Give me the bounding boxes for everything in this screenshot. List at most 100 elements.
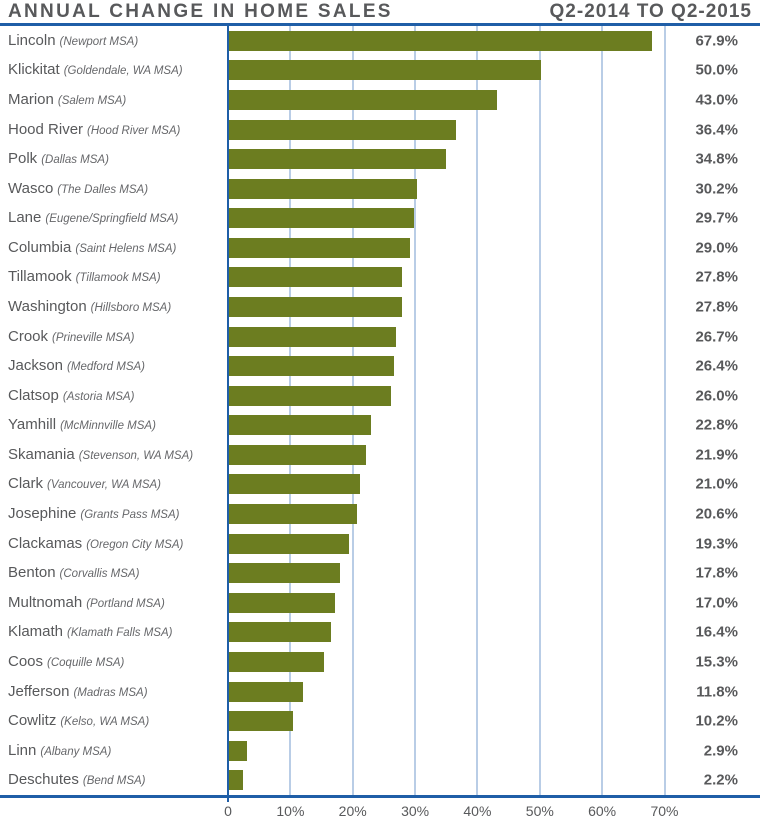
gridline-50pct — [538, 26, 541, 795]
bar-row: Washington (Hillsboro MSA) 27.8% — [0, 292, 760, 322]
msa-name: (Eugene/Springfield MSA) — [45, 213, 179, 226]
bar — [229, 237, 410, 258]
county-name: Crook — [8, 327, 49, 345]
gridline-30pct — [414, 26, 417, 795]
value-label: 10.2% — [695, 712, 738, 730]
bar — [229, 740, 248, 761]
msa-name: (McMinnville MSA) — [60, 420, 156, 433]
county-name: Clackamas — [8, 534, 83, 552]
msa-name: (Vancouver, WA MSA) — [47, 479, 161, 492]
msa-name: (Klamath Falls MSA) — [67, 627, 173, 640]
value-label: 11.8% — [696, 683, 738, 700]
msa-name: (Coquille MSA) — [47, 656, 125, 669]
bar-row: Clatsop (Astoria MSA) 26.0% — [0, 381, 760, 411]
value-label: 30.2% — [695, 180, 738, 198]
bar-row: Marion (Salem MSA) 43.0% — [0, 85, 760, 115]
row-label: Linn (Albany MSA) — [8, 742, 111, 760]
value-label: 2.2% — [703, 771, 738, 789]
bar — [229, 770, 243, 791]
value-label: 17.0% — [695, 594, 738, 612]
value-label: 20.6% — [695, 505, 738, 523]
bar — [229, 622, 332, 643]
msa-name: (Corvallis MSA) — [59, 568, 140, 581]
bar — [229, 178, 418, 199]
bar — [229, 356, 394, 377]
bar-row: Columbia (Saint Helens MSA) 29.0% — [0, 233, 760, 263]
value-label: 17.8% — [695, 564, 738, 582]
row-label: Lincoln (Newport MSA) — [8, 32, 138, 50]
value-label: 19.3% — [695, 535, 738, 553]
gridline-40pct — [476, 26, 479, 795]
msa-name: (Madras MSA) — [73, 686, 148, 699]
value-label: 21.0% — [695, 475, 738, 493]
msa-name: (Dallas MSA) — [41, 154, 109, 167]
row-label: Benton (Corvallis MSA) — [8, 564, 139, 582]
row-label: Coos (Coquille MSA) — [8, 653, 124, 671]
bar-row: Clackamas (Oregon City MSA) 19.3% — [0, 529, 760, 559]
bar — [229, 711, 293, 732]
value-label: 36.4% — [695, 121, 738, 139]
msa-name: (Oregon City MSA) — [86, 538, 184, 551]
row-label: Marion (Salem MSA) — [8, 91, 126, 109]
county-name: Josephine — [8, 505, 77, 523]
value-label: 67.9% — [695, 32, 738, 50]
county-name: Jefferson — [8, 682, 70, 700]
bar — [229, 651, 325, 672]
row-label: Columbia (Saint Helens MSA) — [8, 239, 176, 257]
county-name: Coos — [8, 652, 44, 670]
bar-row: Cowlitz (Kelso, WA MSA) 10.2% — [0, 706, 760, 736]
msa-name: (Portland MSA) — [86, 597, 165, 610]
x-axis-tick-60: 60% — [588, 803, 617, 819]
value-label: 27.8% — [695, 268, 738, 286]
bar — [229, 326, 396, 347]
bar — [229, 60, 541, 81]
bar — [229, 119, 456, 140]
row-label: Lane (Eugene/Springfield MSA) — [8, 209, 178, 227]
bar — [229, 208, 415, 229]
bar — [229, 563, 340, 584]
bar-row: Polk (Dallas MSA) 34.8% — [0, 144, 760, 174]
bar-row: Wasco (The Dalles MSA) 30.2% — [0, 174, 760, 204]
value-label: 43.0% — [695, 91, 738, 109]
bar-row: Jackson (Medford MSA) 26.4% — [0, 351, 760, 381]
bar — [229, 267, 403, 288]
x-axis-tick-10: 10% — [276, 803, 305, 819]
row-label: Yamhill (McMinnville MSA) — [8, 416, 156, 434]
value-label: 29.7% — [695, 209, 738, 227]
value-label: 34.8% — [695, 150, 738, 168]
county-name: Columbia — [8, 238, 72, 256]
row-label: Tillamook (Tillamook MSA) — [8, 268, 161, 286]
county-name: Jackson — [8, 357, 64, 375]
bar-row: Linn (Albany MSA) 2.9% — [0, 736, 760, 766]
bar — [229, 149, 446, 170]
bar-row: Tillamook (Tillamook MSA) 27.8% — [0, 263, 760, 293]
msa-name: (Hood River MSA) — [87, 124, 181, 137]
bar — [229, 681, 303, 702]
row-label: Skamania (Stevenson, WA MSA) — [8, 446, 193, 464]
x-axis-tick-0: 0 — [224, 803, 232, 819]
bar — [229, 89, 498, 110]
county-name: Washington — [8, 297, 87, 315]
row-label: Jackson (Medford MSA) — [8, 357, 145, 375]
county-name: Klickitat — [8, 61, 60, 79]
bar — [229, 474, 360, 495]
county-name: Polk — [8, 150, 38, 168]
msa-name: (Grants Pass MSA) — [80, 509, 180, 522]
county-name: Cowlitz — [8, 712, 57, 730]
value-label: 50.0% — [695, 61, 738, 79]
msa-name: (Hillsboro MSA) — [90, 301, 172, 314]
x-axis-tick-30: 30% — [401, 803, 430, 819]
x-axis-tick-labels: 0 10% 20% 30% 40% 50% 60% 70% — [0, 803, 760, 825]
value-label: 22.8% — [695, 416, 738, 434]
msa-name: (Goldendale, WA MSA) — [63, 65, 183, 78]
county-name: Deschutes — [8, 771, 79, 789]
value-label: 27.8% — [695, 298, 738, 316]
bar — [229, 415, 372, 436]
bar-row: Deschutes (Bend MSA) 2.2% — [0, 765, 760, 795]
row-label: Klickitat (Goldendale, WA MSA) — [8, 61, 183, 79]
county-name: Lincoln — [8, 31, 56, 49]
chart-title: ANNUAL CHANGE IN HOME SALES — [8, 1, 393, 22]
bar — [229, 504, 358, 525]
bar-row: Coos (Coquille MSA) 15.3% — [0, 647, 760, 677]
